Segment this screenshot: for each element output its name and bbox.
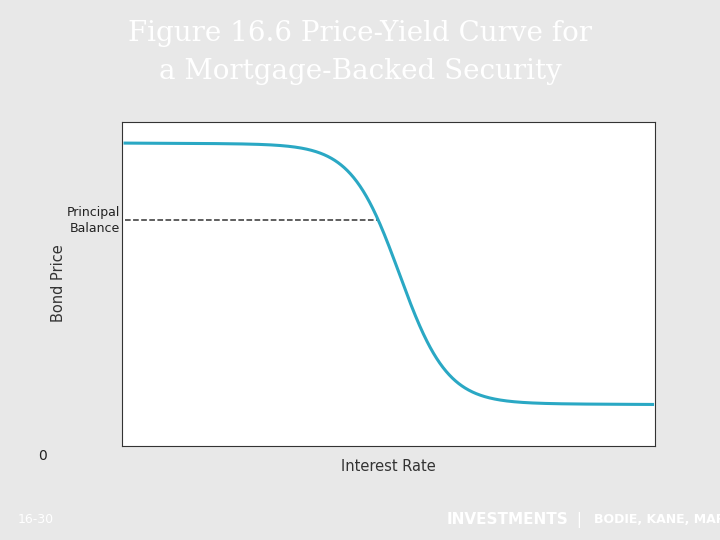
Text: 0: 0	[38, 449, 47, 463]
Text: 16-30: 16-30	[18, 513, 54, 526]
Text: Figure 16.6 Price-Yield Curve for
a Mortgage-Backed Security: Figure 16.6 Price-Yield Curve for a Mort…	[128, 21, 592, 85]
Text: |: |	[572, 512, 588, 528]
Text: BODIE, KANE, MARCUS: BODIE, KANE, MARCUS	[594, 513, 720, 526]
Text: Principal
Balance: Principal Balance	[66, 206, 120, 234]
X-axis label: Interest Rate: Interest Rate	[341, 460, 436, 474]
Text: INVESTMENTS: INVESTMENTS	[446, 512, 568, 527]
Text: Bond Price: Bond Price	[51, 245, 66, 322]
